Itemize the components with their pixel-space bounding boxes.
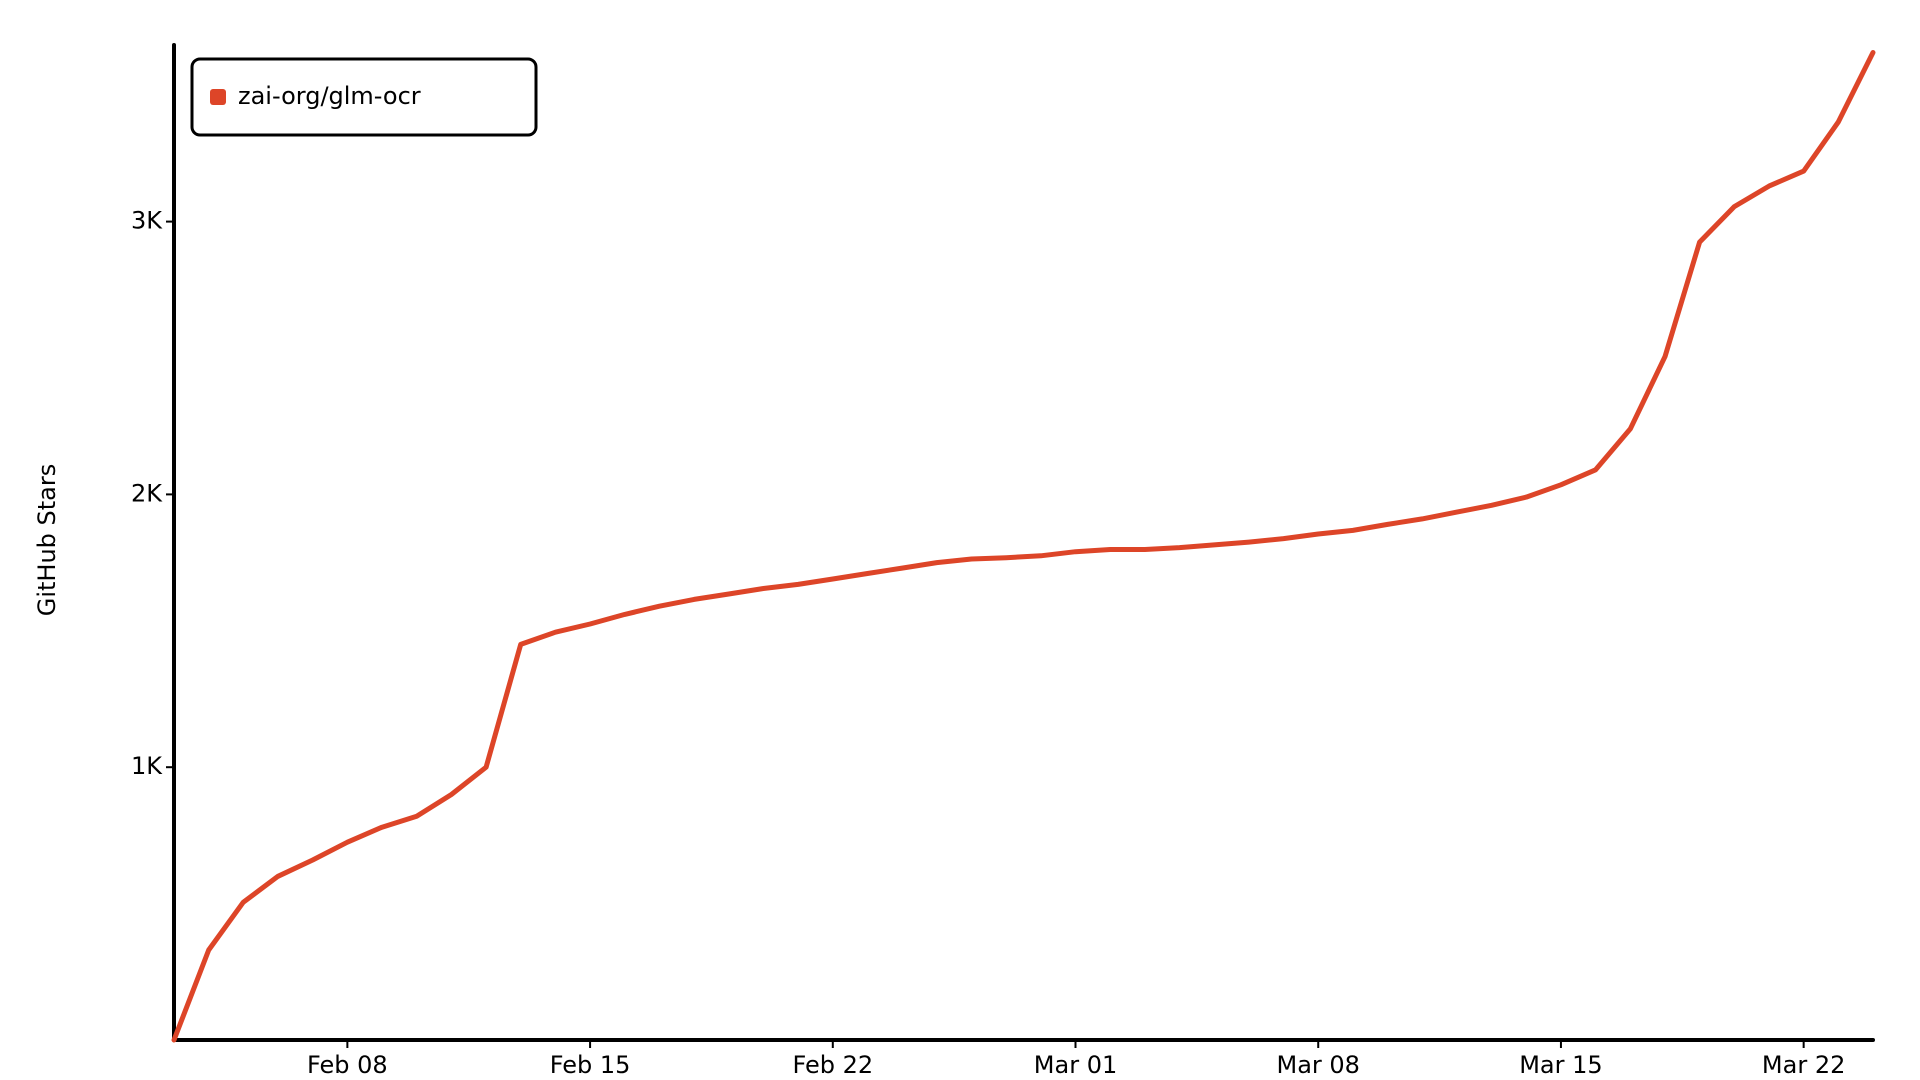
y-tick-label: 1K	[131, 752, 163, 780]
x-tick-label: Mar 15	[1519, 1051, 1602, 1079]
legend: zai-org/glm-ocr	[190, 57, 538, 137]
x-tick-label: Feb 08	[307, 1051, 388, 1079]
y-tick-label: 2K	[131, 479, 163, 507]
y-axis-label: GitHub Stars	[33, 464, 61, 617]
x-tick-label: Feb 15	[550, 1051, 631, 1079]
y-tick-label: 3K	[131, 207, 163, 235]
series-line	[171, 50, 1876, 1043]
x-tick-label: Mar 08	[1276, 1051, 1359, 1079]
legend-label: zai-org/glm-ocr	[238, 82, 421, 110]
legend-box	[190, 57, 538, 137]
legend-swatch	[210, 89, 226, 105]
x-tick-label: Mar 01	[1034, 1051, 1117, 1079]
x-tick-label: Feb 22	[792, 1051, 873, 1079]
x-tick-label: Mar 22	[1762, 1051, 1845, 1079]
